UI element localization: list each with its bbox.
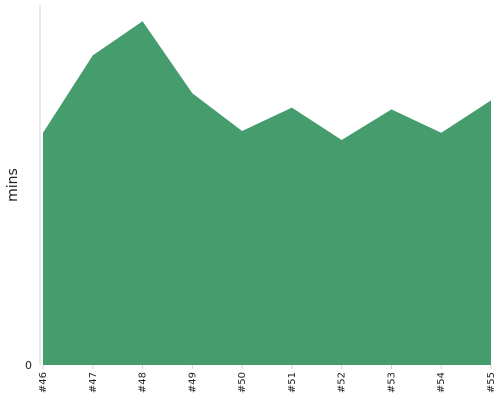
y-axis-ticks: 0	[25, 359, 32, 372]
y-axis-title: mins	[5, 168, 21, 202]
x-tick-label: #52	[337, 372, 348, 393]
x-tick-label: #53	[386, 372, 397, 393]
x-tick-label: #55	[486, 372, 497, 393]
y-tick-label: 0	[25, 359, 32, 372]
x-axis-ticks: #46 #47 #48 #49 #50 #51 #52 #53 #54 #55	[38, 365, 497, 393]
area-series-fill	[43, 21, 491, 365]
x-tick-label: #46	[38, 372, 49, 393]
x-tick-label: #49	[187, 372, 198, 393]
plot-area	[43, 21, 491, 365]
x-tick-label: #47	[88, 372, 99, 393]
x-tick-label: #54	[436, 372, 447, 393]
x-tick-label: #50	[237, 372, 248, 393]
x-tick-label: #48	[138, 372, 149, 393]
x-tick-label: #51	[287, 372, 298, 393]
